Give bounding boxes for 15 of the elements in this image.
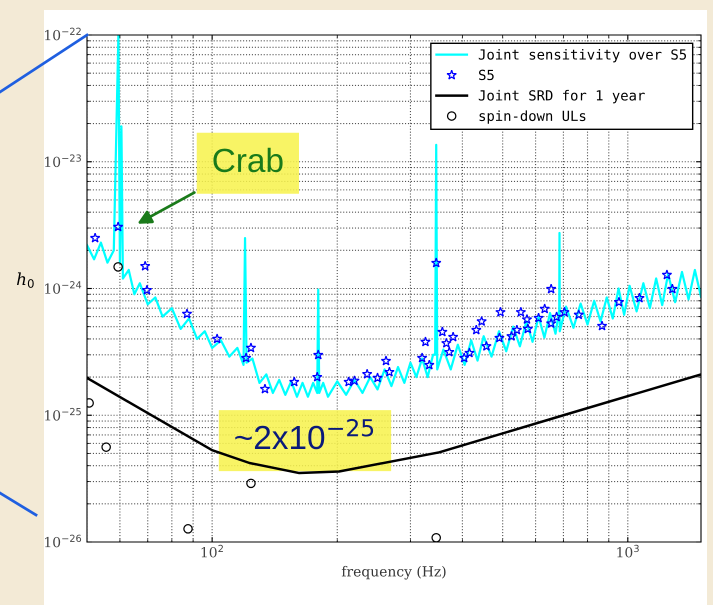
y-axis-title: h$_{0}$ bbox=[16, 272, 34, 288]
legend-label: Joint SRD for 1 year bbox=[478, 90, 645, 104]
y-tick-label: 10$^{−22}$ bbox=[45, 28, 81, 40]
annotation: Crab bbox=[213, 148, 283, 172]
legend-label: spin-down ULs bbox=[480, 110, 586, 124]
y-tick-label: 10$^{−23}$ bbox=[45, 154, 81, 168]
annotation: ~2x10$^{−25}$ bbox=[235, 418, 374, 450]
x-tick-label: 10$^{3}$ bbox=[617, 544, 639, 558]
y-tick-label: 10$^{−26}$ bbox=[45, 534, 82, 548]
x-axis-title: frequency (Hz) bbox=[342, 566, 446, 580]
legend-label: Joint sensitivity over S5 bbox=[478, 48, 686, 62]
legend-label: S5 bbox=[479, 70, 494, 80]
x-tick-label: 10$^{2}$ bbox=[202, 544, 223, 558]
y-tick-label: 10$^{−25}$ bbox=[45, 408, 81, 421]
y-tick-label: 10$^{−24}$ bbox=[45, 281, 82, 294]
